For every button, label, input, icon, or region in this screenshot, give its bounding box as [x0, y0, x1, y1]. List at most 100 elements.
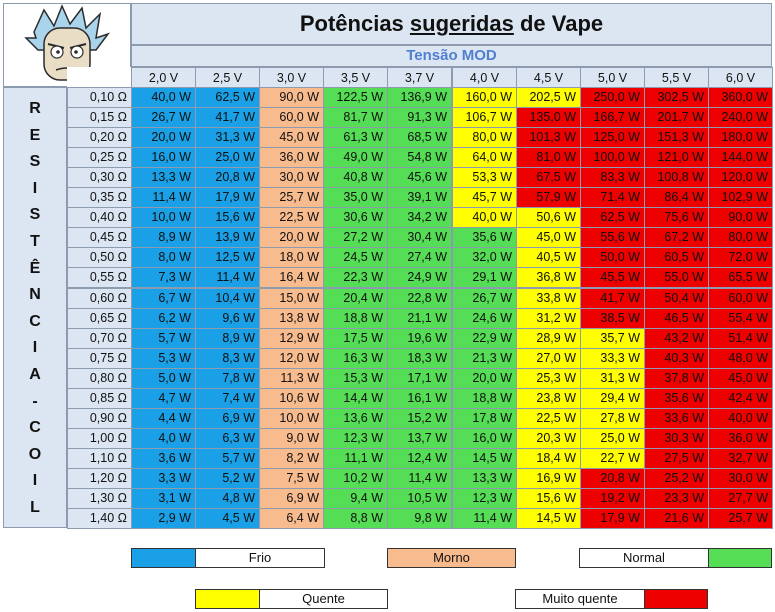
side-label-letter: R: [29, 100, 41, 117]
power-cell: 25,7 W: [708, 508, 773, 529]
resistance-row-header: 0,80 Ω: [67, 368, 132, 389]
power-cell: 25,0 W: [195, 147, 260, 168]
voltage-column-header: 3,7 V: [387, 67, 452, 88]
power-cell: 23,8 W: [516, 388, 581, 409]
power-cell: 25,0 W: [580, 428, 645, 449]
power-cell: 20,0 W: [452, 368, 517, 389]
power-cell: 13,6 W: [323, 408, 388, 429]
power-cell: 201,7 W: [644, 107, 709, 128]
power-cell: 27,7 W: [708, 488, 773, 509]
power-cell: 24,9 W: [387, 267, 452, 288]
power-cell: 31,3 W: [580, 368, 645, 389]
side-label-letter: T: [30, 232, 40, 250]
power-cell: 144,0 W: [708, 147, 773, 168]
power-cell: 240,0 W: [708, 107, 773, 128]
power-cell: 20,4 W: [323, 288, 388, 309]
resistance-row-header: 1,40 Ω: [67, 508, 132, 529]
resistance-row-header: 1,10 Ω: [67, 448, 132, 469]
power-cell: 15,2 W: [387, 408, 452, 429]
power-cell: 11,1 W: [323, 448, 388, 469]
resistance-row-header: 0,65 Ω: [67, 308, 132, 329]
power-cell: 30,3 W: [644, 428, 709, 449]
power-cell: 17,5 W: [323, 328, 388, 349]
power-cell: 11,4 W: [387, 468, 452, 489]
power-cell: 30,0 W: [259, 167, 324, 188]
resistance-row-header: 0,15 Ω: [67, 107, 132, 128]
power-cell: 37,8 W: [644, 368, 709, 389]
power-cell: 18,8 W: [452, 388, 517, 409]
side-label-letter: E: [29, 126, 41, 144]
power-cell: 16,4 W: [259, 267, 324, 288]
power-cell: 31,3 W: [195, 127, 260, 148]
power-cell: 17,9 W: [195, 187, 260, 208]
header-corner: [67, 67, 131, 87]
power-cell: 33,8 W: [516, 288, 581, 309]
power-cell: 91,3 W: [387, 107, 452, 128]
power-cell: 27,2 W: [323, 227, 388, 248]
side-label-letter: N: [29, 286, 41, 304]
power-cell: 61,3 W: [323, 127, 388, 148]
power-cell: 35,0 W: [323, 187, 388, 208]
title-underlined: sugeridas: [409, 11, 514, 36]
power-cell: 22,3 W: [323, 267, 388, 288]
power-cell: 28,9 W: [516, 328, 581, 349]
voltage-column-header: 3,0 V: [259, 67, 324, 88]
voltage-column-header: 3,5 V: [323, 67, 388, 88]
resistance-row-header: 0,50 Ω: [67, 247, 132, 268]
power-cell: 51,4 W: [708, 328, 773, 349]
power-cell: 68,5 W: [387, 127, 452, 148]
power-cell: 25,2 W: [644, 468, 709, 489]
resistance-row-header: 1,20 Ω: [67, 468, 132, 489]
power-cell: 40,3 W: [644, 348, 709, 369]
power-cell: 20,8 W: [580, 468, 645, 489]
power-cell: 36,0 W: [259, 147, 324, 168]
power-cell: 43,2 W: [644, 328, 709, 349]
power-cell: 12,3 W: [323, 428, 388, 449]
legend-swatch-quente: [195, 589, 260, 609]
power-cell: 48,0 W: [708, 348, 773, 369]
power-cell: 60,0 W: [259, 107, 324, 128]
power-cell: 18,4 W: [516, 448, 581, 469]
power-cell: 33,3 W: [580, 348, 645, 369]
power-cell: 12,9 W: [259, 328, 324, 349]
power-cell: 10,0 W: [131, 207, 196, 228]
power-cell: 62,5 W: [195, 87, 260, 108]
power-cell: 75,6 W: [644, 207, 709, 228]
power-cell: 23,3 W: [644, 488, 709, 509]
power-cell: 7,5 W: [259, 468, 324, 489]
power-cell: 8,2 W: [259, 448, 324, 469]
power-cell: 40,0 W: [131, 87, 196, 108]
power-cell: 16,1 W: [387, 388, 452, 409]
voltage-column-header: 6,0 V: [708, 67, 773, 88]
power-cell: 10,2 W: [323, 468, 388, 489]
power-cell: 12,4 W: [387, 448, 452, 469]
power-cell: 40,0 W: [452, 207, 517, 228]
power-cell: 30,6 W: [323, 207, 388, 228]
power-cell: 14,4 W: [323, 388, 388, 409]
power-cell: 21,1 W: [387, 308, 452, 329]
power-cell: 67,5 W: [516, 167, 581, 188]
power-cell: 166,7 W: [580, 107, 645, 128]
power-cell: 35,6 W: [452, 227, 517, 248]
power-cell: 40,0 W: [708, 408, 773, 429]
power-cell: 4,7 W: [131, 388, 196, 409]
power-cell: 102,9 W: [708, 187, 773, 208]
side-label-letter: -: [32, 392, 38, 410]
power-cell: 151,3 W: [644, 127, 709, 148]
voltage-column-header: 4,5 V: [516, 67, 581, 88]
title-post: de Vape: [513, 11, 604, 36]
power-cell: 36,0 W: [708, 428, 773, 449]
power-cell: 21,6 W: [644, 508, 709, 529]
power-cell: 30,0 W: [708, 468, 773, 489]
page-title: Potências sugeridas de Vape: [131, 3, 772, 45]
power-cell: 17,9 W: [580, 508, 645, 529]
power-cell: 42,4 W: [708, 388, 773, 409]
power-cell: 9,6 W: [195, 308, 260, 329]
voltage-header: Tensão MOD: [131, 45, 772, 67]
legend-label-frio: Frio: [195, 548, 325, 568]
power-cell: 13,3 W: [452, 468, 517, 489]
power-cell: 71,4 W: [580, 187, 645, 208]
title-pre: Potências: [299, 11, 410, 36]
resistance-row-header: 1,30 Ω: [67, 488, 132, 509]
